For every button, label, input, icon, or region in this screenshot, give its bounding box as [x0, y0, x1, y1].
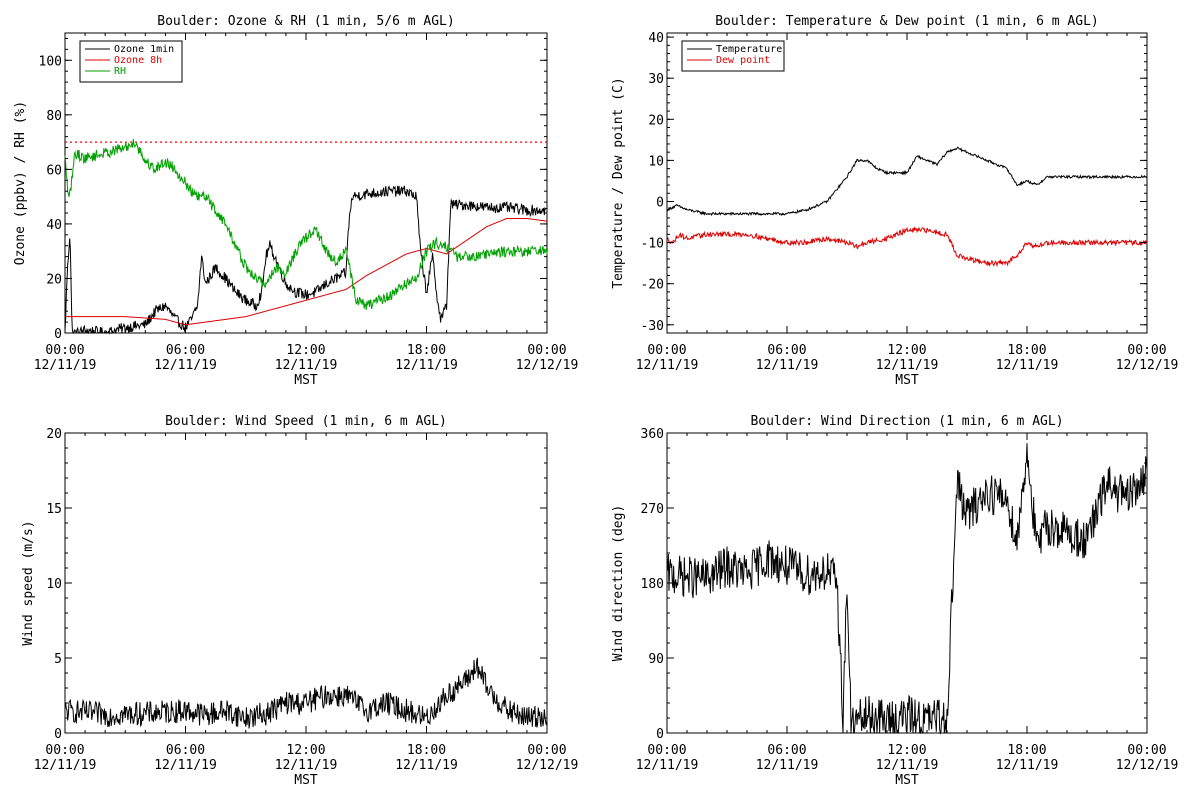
legend-label: Ozone 8h — [114, 55, 162, 66]
x-tick-label: 00:00 — [527, 743, 566, 758]
x-tick-date-label: 12/11/19 — [275, 758, 338, 773]
plot-frame — [666, 32, 1148, 334]
x-tick-date-label: 12/11/19 — [756, 358, 819, 373]
x-tick-label: 12:00 — [286, 343, 325, 358]
x-tick-date-label: 12/11/19 — [34, 358, 97, 373]
y-tick-label: -30 — [641, 319, 664, 334]
x-tick-label: 00:00 — [647, 343, 686, 358]
series-line-temperature — [666, 146, 1148, 217]
x-tick-date-label: 12/12/19 — [1116, 758, 1179, 773]
x-tick-date-label: 12/11/19 — [876, 758, 939, 773]
series-line-ozone-1min — [64, 185, 548, 335]
x-axis-label: MST — [294, 773, 318, 788]
ozone-rh-chart: Boulder: Ozone & RH (1 min, 5/6 m AGL) O… — [13, 14, 578, 388]
series-line-data — [666, 443, 1148, 735]
x-tick-date-label: 12/11/19 — [996, 758, 1059, 773]
x-tick-label: 00:00 — [1127, 743, 1166, 758]
x-tick-label: 18:00 — [1007, 743, 1046, 758]
legend-label: Temperature — [716, 44, 782, 55]
y-tick-label: 0 — [54, 327, 62, 342]
series-line-data — [64, 657, 548, 729]
x-tick-label: 18:00 — [1007, 343, 1046, 358]
x-axis-label: MST — [294, 373, 318, 388]
x-tick-label: 06:00 — [166, 343, 205, 358]
y-tick-label: 30 — [648, 72, 664, 87]
x-tick-date-label: 12/11/19 — [34, 758, 97, 773]
y-tick-label: 20 — [46, 272, 62, 287]
x-tick-label: 00:00 — [1127, 343, 1166, 358]
x-tick-label: 06:00 — [767, 743, 806, 758]
y-axis-label: Wind speed (m/s) — [21, 520, 36, 645]
x-tick-label: 12:00 — [286, 743, 325, 758]
y-tick-label: 20 — [46, 427, 62, 442]
x-tick-date-label: 12/11/19 — [756, 758, 819, 773]
x-tick-date-label: 12/11/19 — [154, 358, 217, 373]
y-tick-label: 100 — [39, 54, 62, 69]
x-tick-label: 12:00 — [887, 343, 926, 358]
y-tick-label: 0 — [656, 195, 664, 210]
y-tick-label: 0 — [656, 727, 664, 742]
x-tick-date-label: 12/11/19 — [275, 358, 338, 373]
x-tick-label: 18:00 — [407, 743, 446, 758]
x-tick-date-label: 12/11/19 — [154, 758, 217, 773]
x-tick-label: 06:00 — [767, 343, 806, 358]
legend-box — [79, 40, 183, 83]
y-axis-label: Wind direction (deg) — [611, 505, 626, 662]
y-axis-label: Temperature / Dew point (C) — [611, 77, 626, 288]
chart-title: Boulder: Ozone & RH (1 min, 5/6 m AGL) — [157, 14, 454, 29]
x-tick-label: 00:00 — [527, 343, 566, 358]
x-tick-label: 18:00 — [407, 343, 446, 358]
series-line-rh — [64, 138, 548, 311]
y-axis-label: Ozone (ppbv) / RH (%) — [13, 101, 28, 265]
y-tick-label: 60 — [46, 163, 62, 178]
x-axis-label: MST — [895, 773, 919, 788]
y-tick-label: 40 — [46, 218, 62, 233]
temperature-dewpoint-chart: Boulder: Temperature & Dew point (1 min,… — [611, 14, 1178, 388]
legend-label: RH — [114, 66, 126, 77]
legend-label: Dew point — [716, 55, 770, 66]
y-tick-label: 40 — [648, 31, 664, 46]
x-tick-date-label: 12/11/19 — [395, 758, 458, 773]
series-line-ozone-8h — [65, 217, 548, 326]
y-tick-label: 20 — [648, 113, 664, 128]
x-tick-label: 06:00 — [166, 743, 205, 758]
series-line-dew-point — [666, 226, 1148, 268]
y-tick-label: 10 — [648, 154, 664, 169]
x-axis-label: MST — [895, 373, 919, 388]
y-tick-label: 80 — [46, 109, 62, 124]
legend-label: Ozone 1min — [114, 44, 174, 55]
x-tick-label: 00:00 — [45, 743, 84, 758]
x-tick-date-label: 12/11/19 — [395, 358, 458, 373]
legend-box — [681, 40, 785, 72]
y-tick-label: 180 — [641, 577, 664, 592]
y-tick-label: 360 — [641, 427, 664, 442]
y-tick-label: -10 — [641, 237, 664, 252]
x-tick-label: 12:00 — [887, 743, 926, 758]
x-tick-label: 00:00 — [647, 743, 686, 758]
chart-title: Boulder: Wind Direction (1 min, 6 m AGL) — [750, 414, 1063, 429]
y-tick-label: 90 — [648, 652, 664, 667]
x-tick-date-label: 12/11/19 — [636, 758, 699, 773]
chart-title: Boulder: Wind Speed (1 min, 6 m AGL) — [165, 414, 447, 429]
x-tick-date-label: 12/12/19 — [516, 358, 579, 373]
y-tick-label: 5 — [54, 652, 62, 667]
y-tick-label: 15 — [46, 502, 62, 517]
y-tick-label: -20 — [641, 278, 664, 293]
x-tick-date-label: 12/11/19 — [636, 358, 699, 373]
x-tick-date-label: 12/11/19 — [996, 358, 1059, 373]
x-tick-date-label: 12/12/19 — [1116, 358, 1179, 373]
wind-speed-chart: Boulder: Wind Speed (1 min, 6 m AGL) Win… — [21, 414, 578, 788]
x-tick-date-label: 12/11/19 — [876, 358, 939, 373]
wind-direction-chart: Boulder: Wind Direction (1 min, 6 m AGL)… — [611, 414, 1178, 788]
y-tick-label: 270 — [641, 502, 664, 517]
y-tick-label: 0 — [54, 727, 62, 742]
chart-title: Boulder: Temperature & Dew point (1 min,… — [715, 14, 1099, 29]
y-tick-label: 10 — [46, 577, 62, 592]
x-tick-label: 00:00 — [45, 343, 84, 358]
x-tick-date-label: 12/12/19 — [516, 758, 579, 773]
plot-frame — [64, 432, 548, 734]
plot-frame — [666, 432, 1148, 734]
